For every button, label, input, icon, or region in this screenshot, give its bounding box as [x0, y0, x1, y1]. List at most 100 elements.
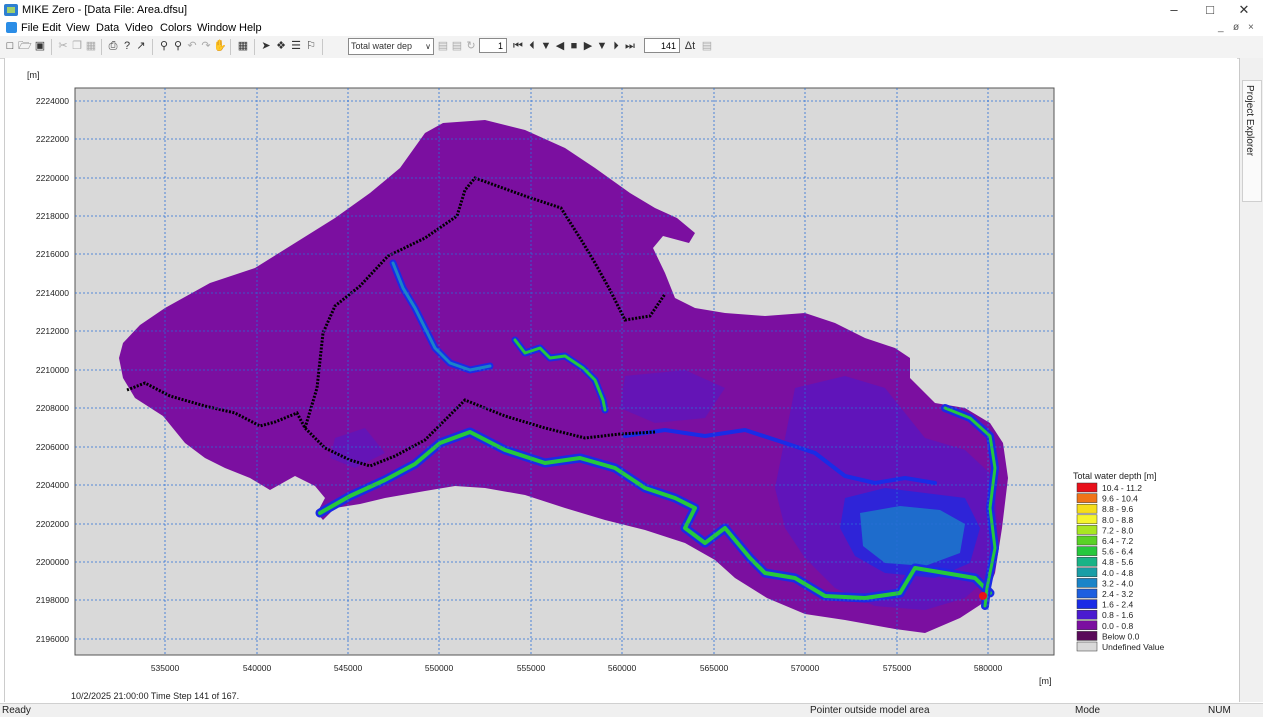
- new-file-icon[interactable]: □: [6, 40, 14, 52]
- window-title: MIKE Zero - [Data File: Area.dfsu]: [22, 4, 188, 16]
- menu-video[interactable]: Video: [125, 22, 153, 34]
- map-plot[interactable]: [m]: [5, 58, 1237, 702]
- status-num: NUM: [1208, 705, 1231, 716]
- legend-swatch: [1076, 588, 1098, 599]
- y-tick-label: 2202000: [36, 519, 69, 529]
- x-axis-unit: [m]: [1039, 676, 1052, 686]
- legend: Total water depth [m] 10.4 - 11.29.6 - 1…: [1073, 471, 1164, 652]
- legend-label: 6.4 - 7.2: [1102, 536, 1133, 546]
- zoom-in-icon[interactable]: ⚲: [159, 40, 169, 52]
- chevron-down-icon: ∨: [425, 42, 431, 51]
- legend-swatch: [1076, 525, 1098, 535]
- peak-depth-spot: [979, 592, 987, 600]
- layer-input[interactable]: 1: [479, 38, 507, 53]
- y-axis: 2224000 2222000 2220000 2218000 2216000 …: [36, 96, 69, 644]
- next-step-icon[interactable]: ⏵: [613, 40, 619, 52]
- line-series-icon[interactable]: ☰: [291, 40, 301, 52]
- legend-swatch: [1076, 578, 1098, 588]
- layer-down-icon[interactable]: ▤: [451, 40, 463, 52]
- zoom-previous-icon[interactable]: ↶: [187, 40, 197, 52]
- step-forward-icon[interactable]: ▼: [596, 40, 608, 52]
- legend-label: 0.0 - 0.8: [1102, 621, 1133, 631]
- legend-label: 4.0 - 4.8: [1102, 568, 1133, 578]
- legend-swatch: [1076, 514, 1098, 525]
- x-axis: 535000 540000 545000 550000 555000 56000…: [151, 663, 1003, 673]
- open-folder-icon[interactable]: 🗁: [18, 40, 32, 52]
- x-tick-label: 580000: [974, 663, 1003, 673]
- project-explorer-tab[interactable]: Project Explorer: [1242, 80, 1262, 202]
- profile-icon[interactable]: ⚐: [306, 40, 316, 52]
- paste-icon[interactable]: ▦: [85, 40, 97, 52]
- menu-data[interactable]: Data: [96, 22, 120, 34]
- menu-colors[interactable]: Colors: [160, 22, 192, 34]
- x-tick-label: 565000: [700, 663, 729, 673]
- y-tick-label: 2224000: [36, 96, 69, 106]
- zoom-next-icon[interactable]: ↷: [201, 40, 211, 52]
- y-tick-label: 2204000: [36, 480, 69, 490]
- legend-label: Below 0.0: [1102, 631, 1140, 641]
- point-series-icon[interactable]: ❖: [276, 40, 286, 52]
- minimize-button[interactable]: –: [1170, 2, 1178, 17]
- copy-icon[interactable]: ❐: [72, 40, 82, 52]
- close-button[interactable]: ✕: [1238, 2, 1250, 17]
- legend-label: 4.8 - 5.6: [1102, 557, 1133, 567]
- grid-lines: [75, 88, 1054, 655]
- legend-label: 10.4 - 11.2: [1102, 483, 1142, 493]
- pan-icon[interactable]: ✋: [213, 40, 227, 52]
- select-pointer-icon[interactable]: ➤: [261, 40, 271, 52]
- legend-swatch: [1076, 546, 1098, 556]
- print-icon[interactable]: ⎙: [108, 40, 118, 52]
- menu-window[interactable]: Window: [197, 22, 237, 34]
- main-river-core: [318, 430, 992, 600]
- timestep-input[interactable]: 141: [644, 38, 680, 53]
- zoom-out-icon[interactable]: ⚲: [173, 40, 183, 52]
- restore-button[interactable]: □: [1206, 2, 1214, 17]
- mdi-minimize-button[interactable]: _: [1218, 22, 1224, 33]
- status-mode: Mode: [1075, 705, 1101, 716]
- shallow-zone: [860, 506, 965, 566]
- legend-swatch: [1076, 556, 1098, 567]
- status-bar: Ready Pointer outside model area Mode NU…: [0, 703, 1263, 717]
- stop-icon[interactable]: ■: [570, 40, 578, 52]
- y-tick-label: 2222000: [36, 134, 69, 144]
- play-forward-icon[interactable]: ▶: [583, 40, 593, 52]
- menu-view[interactable]: View: [66, 22, 90, 34]
- y-tick-label: 2208000: [36, 403, 69, 413]
- x-tick-label: 540000: [243, 663, 272, 673]
- legend-label: 8.0 - 8.8: [1102, 515, 1133, 525]
- last-step-icon[interactable]: ⏭: [625, 40, 635, 52]
- y-tick-label: 2198000: [36, 595, 69, 605]
- first-step-icon[interactable]: ⏮: [513, 40, 523, 52]
- context-help-icon[interactable]: ↗: [136, 40, 146, 52]
- mdi-close-button[interactable]: ×: [1248, 22, 1254, 33]
- x-tick-label: 535000: [151, 663, 180, 673]
- play-backward-icon[interactable]: ◀: [555, 40, 565, 52]
- time-step-increment-button[interactable]: Δt: [684, 40, 696, 52]
- document-icon[interactable]: [6, 22, 17, 33]
- properties-icon[interactable]: ▤: [701, 40, 713, 52]
- previous-step-icon[interactable]: ⏴: [529, 40, 535, 52]
- status-pointer: Pointer outside model area: [810, 705, 930, 716]
- y-tick-label: 2216000: [36, 249, 69, 259]
- mdi-restore-button[interactable]: ø: [1233, 22, 1240, 33]
- menu-edit[interactable]: Edit: [42, 22, 61, 34]
- y-tick-label: 2210000: [36, 365, 69, 375]
- layer-refresh-icon[interactable]: ↻: [466, 40, 476, 52]
- save-icon[interactable]: ▣: [34, 40, 46, 52]
- legend-swatch: [1076, 493, 1098, 503]
- cut-icon[interactable]: ✂: [58, 40, 68, 52]
- legend-label: 3.2 - 4.0: [1102, 578, 1133, 588]
- legend-label: 2.4 - 3.2: [1102, 589, 1133, 599]
- item-select-combo[interactable]: Total water dep ∨: [348, 38, 434, 55]
- grid-icon[interactable]: ▦: [237, 40, 249, 52]
- x-tick-label: 570000: [791, 663, 820, 673]
- layer-up-icon[interactable]: ▤: [437, 40, 449, 52]
- step-back-icon[interactable]: ▼: [540, 40, 552, 52]
- legend-swatch: [1076, 599, 1098, 609]
- legend-label: 0.8 - 1.6: [1102, 610, 1133, 620]
- menu-file[interactable]: File: [21, 22, 39, 34]
- menu-help[interactable]: Help: [239, 22, 262, 34]
- y-tick-label: 2214000: [36, 288, 69, 298]
- toolbar-separator: [322, 39, 323, 55]
- help-icon[interactable]: ?: [123, 40, 131, 52]
